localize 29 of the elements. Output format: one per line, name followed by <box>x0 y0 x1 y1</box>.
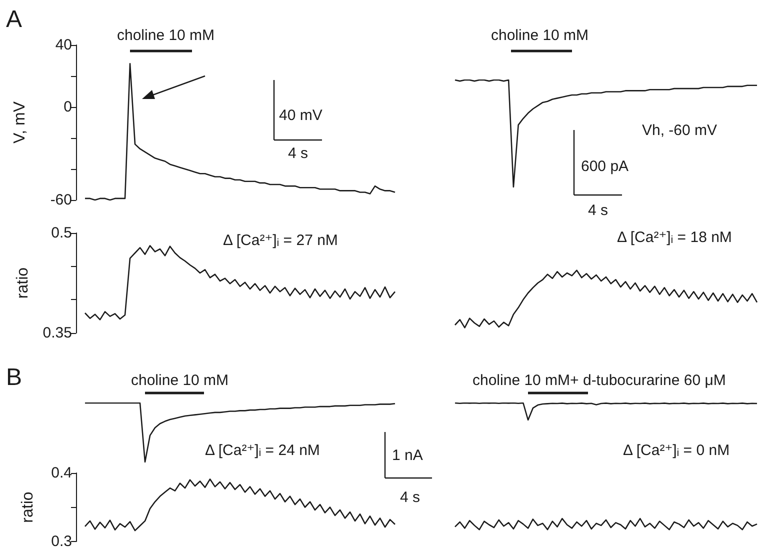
text: choline 10 mM <box>117 26 215 44</box>
line-series <box>84 62 396 201</box>
y-tick-label: 0 <box>64 98 72 116</box>
y-tick-label: 0.4 <box>51 464 72 482</box>
y-tick-label: 0.5 <box>51 224 72 242</box>
y-tick-label: 40 <box>55 36 72 54</box>
y-tick-label: 0.3 <box>51 533 72 549</box>
y-tick-label: 0.35 <box>42 324 72 342</box>
annotation: Vh, -60 mV <box>642 122 718 138</box>
text: choline 10 mM <box>491 26 589 44</box>
annotation: 1 nA <box>392 446 423 464</box>
text: 4 s <box>400 488 420 506</box>
annotation: Δ [Ca²⁺]ᵢ = 18 nM <box>617 228 732 246</box>
text: B <box>6 364 22 391</box>
y-axis-title: V, mV <box>12 101 28 144</box>
text: choline 10 mM+ d-tubocurarine 60 μM <box>472 372 726 388</box>
annotation: 4 s <box>288 144 308 162</box>
y-axis-title: ratio <box>14 267 32 299</box>
text: 4 s <box>588 202 608 218</box>
annotation: Δ [Ca²⁺]ᵢ = 27 nM <box>223 232 338 248</box>
text: Δ [Ca²⁺]ᵢ = 0 nM <box>623 442 730 458</box>
annotation: Δ [Ca²⁺]ᵢ = 24 nM <box>205 442 320 458</box>
y-axis-title: ratio <box>20 492 36 523</box>
annotation: 40 mV <box>279 106 322 124</box>
text: A <box>6 6 22 33</box>
text: choline 10 mM <box>131 372 229 388</box>
annotation: 600 pA <box>581 158 629 174</box>
line-series <box>84 478 396 532</box>
y-tick-label: -60 <box>50 192 72 208</box>
